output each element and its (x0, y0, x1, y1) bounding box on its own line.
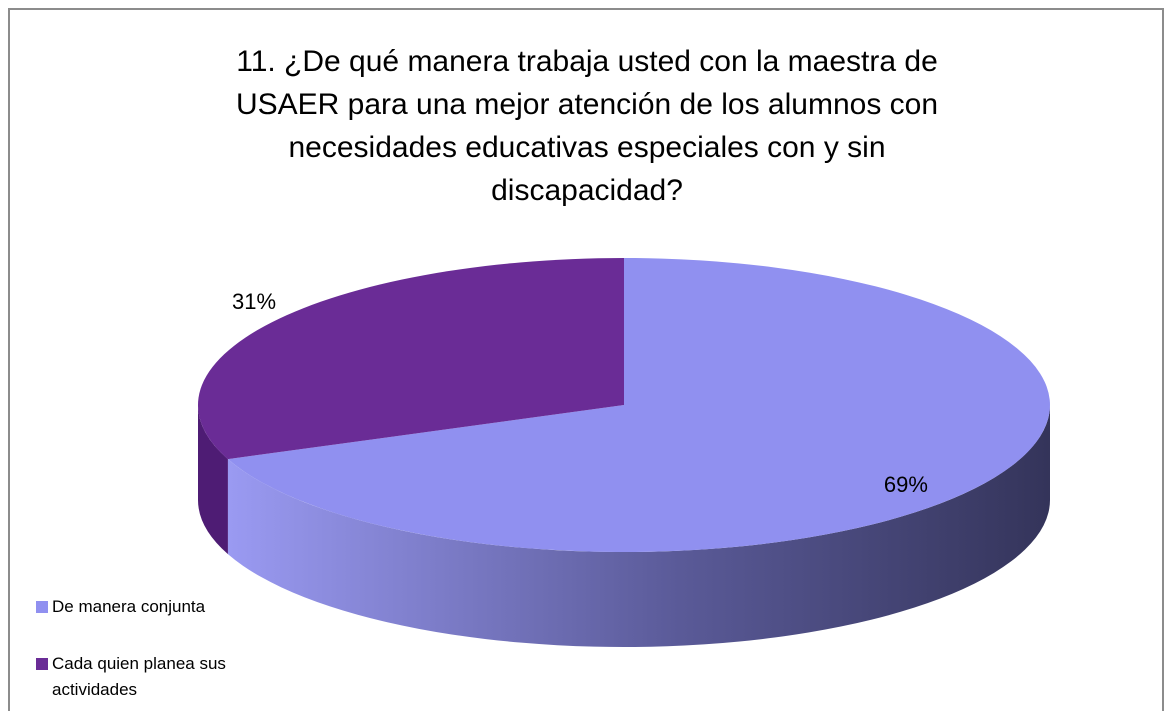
slice-side (227, 405, 1050, 647)
legend-item: De manera conjunta (36, 594, 336, 620)
slice (197, 258, 625, 460)
slice (227, 258, 1050, 552)
data-label: 31% (232, 289, 276, 314)
legend-label: De manera conjunta (52, 597, 206, 616)
slice-side (198, 405, 228, 555)
legend-label: Cada quien planea sus actividades (52, 654, 226, 699)
legend-swatch (36, 601, 48, 613)
legend-swatch (36, 658, 48, 670)
legend-item: Cada quien planea sus actividades (36, 651, 336, 703)
chart-frame (8, 8, 1164, 711)
data-label: 69% (884, 472, 928, 497)
chart-title: 11. ¿De qué manera trabaja usted con la … (235, 45, 939, 207)
